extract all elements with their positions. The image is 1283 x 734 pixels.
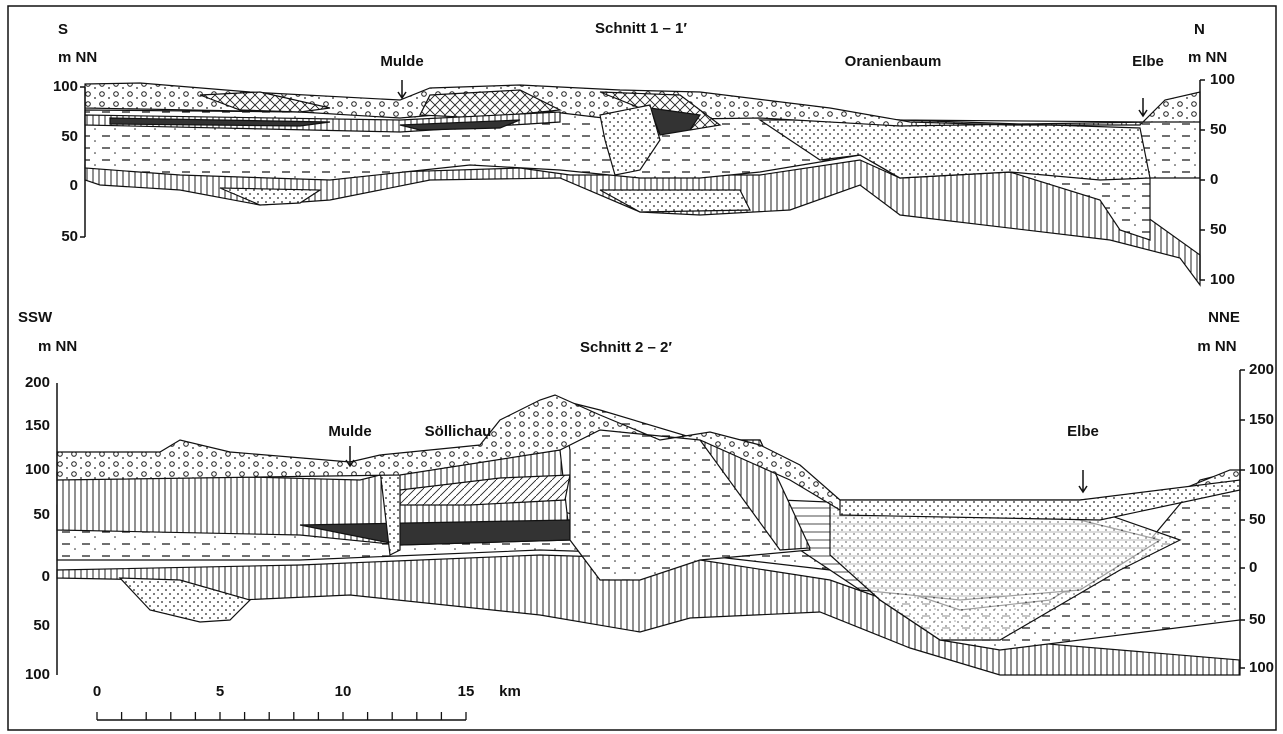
tick-label: 50 <box>61 228 78 245</box>
tick-label: 50 <box>1249 511 1266 528</box>
tick-label: 150 <box>1249 411 1274 428</box>
direction-left: S <box>58 21 68 38</box>
scale-label: 15 <box>458 683 475 700</box>
place-label: Oranienbaum <box>845 53 942 70</box>
place-label: Elbe <box>1132 53 1164 70</box>
unit-right: m NN <box>1197 338 1236 355</box>
scale-label: 10 <box>335 683 352 700</box>
scale-label: 5 <box>216 683 224 700</box>
tick-label: 200 <box>1249 361 1274 378</box>
tick-label: 100 <box>25 666 50 683</box>
tick-label: 100 <box>1249 659 1274 676</box>
tick-label: 0 <box>1249 559 1257 576</box>
tick-label: 0 <box>1210 171 1218 188</box>
tick-label: 150 <box>25 417 50 434</box>
section-1-profile <box>85 83 1200 285</box>
section-2-profile <box>57 395 1240 675</box>
unit-right: m NN <box>1188 49 1227 66</box>
unit-left: m NN <box>58 49 97 66</box>
direction-left: SSW <box>18 309 53 326</box>
tick-label: 50 <box>1210 221 1227 238</box>
cross-section-figure: S m NN Schnitt 1 – 1′ N m NN Mulde Orani… <box>0 0 1283 734</box>
tick-label: 50 <box>1210 121 1227 138</box>
section-title: Schnitt 2 – 2′ <box>580 339 672 356</box>
tick-label: 50 <box>61 128 78 145</box>
tick-label: 50 <box>33 617 50 634</box>
scale-ticks <box>97 712 466 720</box>
direction-right: N <box>1194 21 1205 38</box>
tick-label: 100 <box>25 461 50 478</box>
unit-left: m NN <box>38 338 77 355</box>
direction-right: NNE <box>1208 309 1240 326</box>
tick-label: 100 <box>1249 461 1274 478</box>
place-label: Mulde <box>328 423 371 440</box>
tick-label: 50 <box>1249 611 1266 628</box>
scale-unit: km <box>499 683 521 700</box>
place-label: Söllichau <box>425 423 492 440</box>
tick-label: 100 <box>53 78 78 95</box>
tick-label: 200 <box>25 374 50 391</box>
tick-label: 100 <box>1210 71 1235 88</box>
place-label: Mulde <box>380 53 423 70</box>
scale-label: 0 <box>93 683 101 700</box>
tick-label: 0 <box>42 568 50 585</box>
tick-label: 50 <box>33 506 50 523</box>
tick-label: 0 <box>70 177 78 194</box>
section-title: Schnitt 1 – 1′ <box>595 20 687 37</box>
tick-label: 100 <box>1210 271 1235 288</box>
scale-bar: 0 5 10 15 km <box>93 683 521 720</box>
place-label: Elbe <box>1067 423 1099 440</box>
